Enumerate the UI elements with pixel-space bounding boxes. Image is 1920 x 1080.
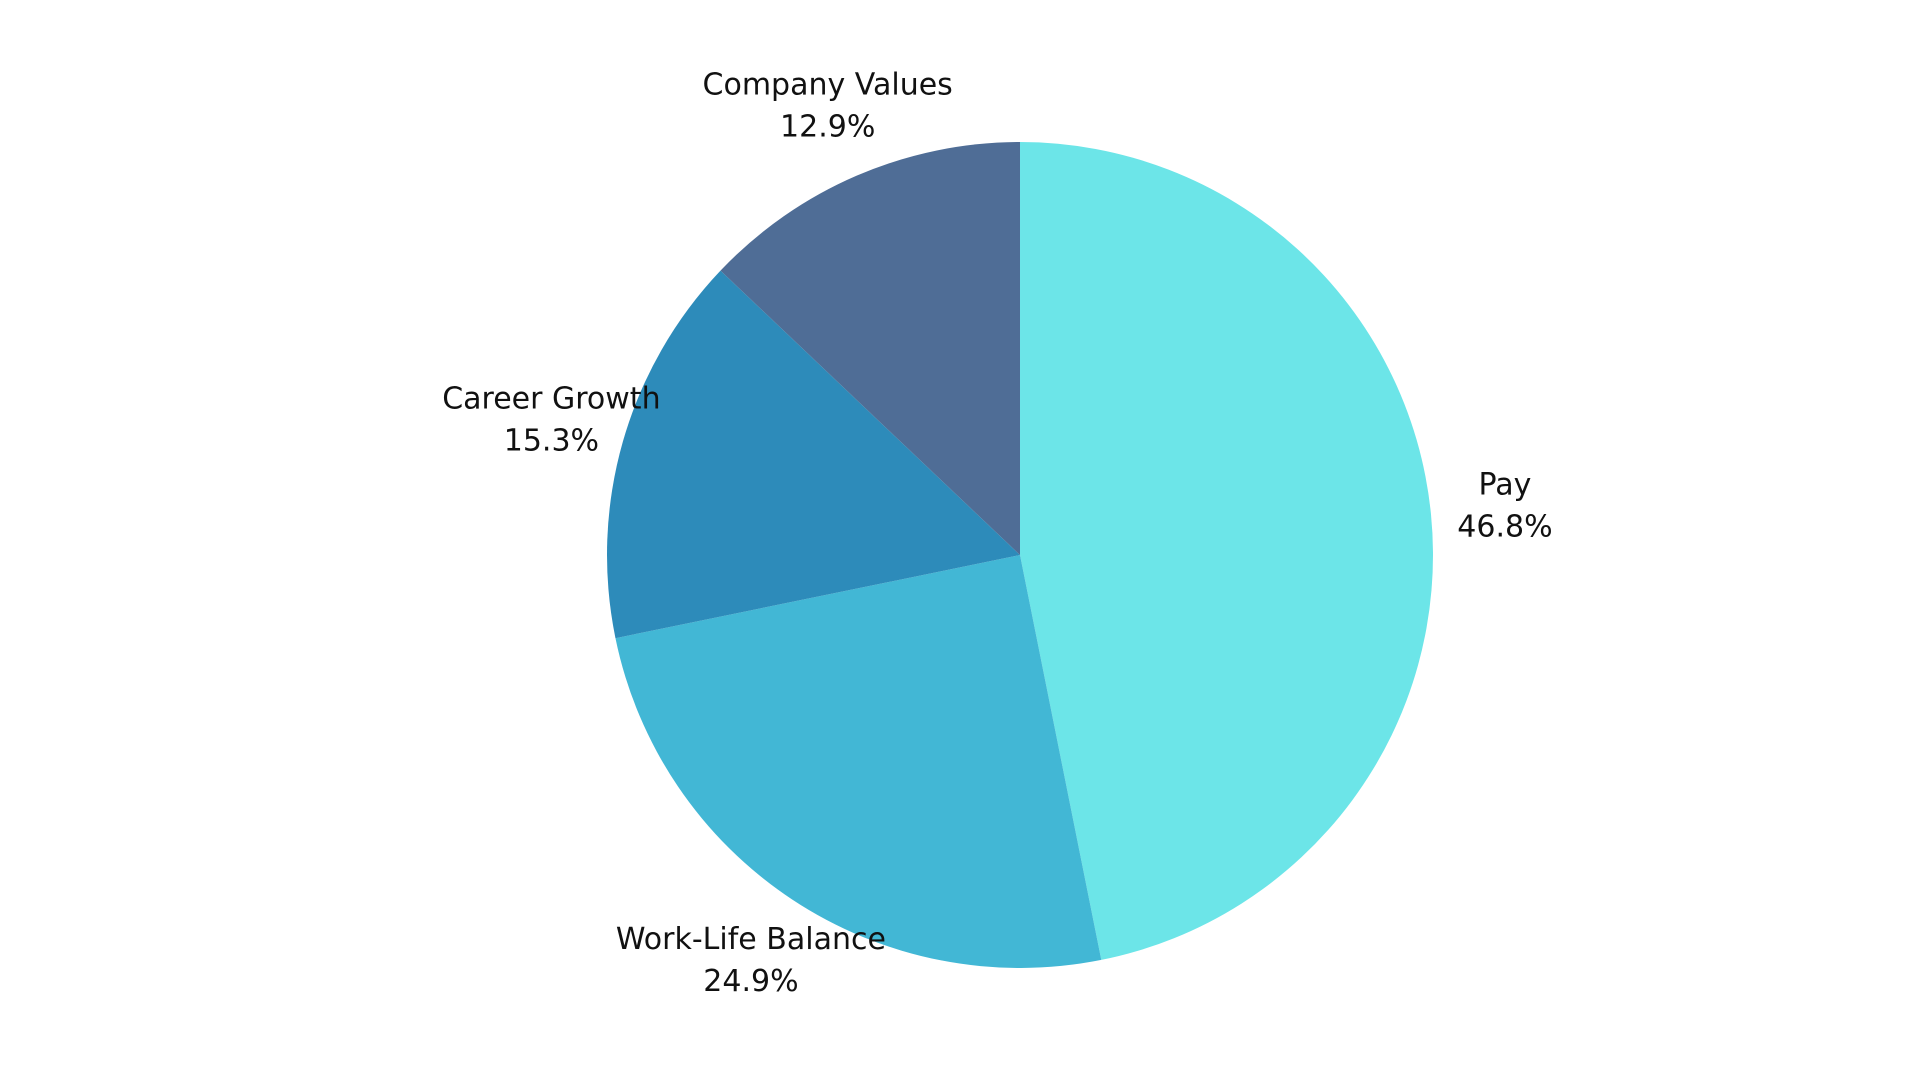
pie-slice (607, 270, 1020, 639)
slice-value-label: 24.9% (703, 964, 798, 999)
pie-slice (615, 555, 1102, 969)
slice-label: Career Growth (442, 382, 660, 417)
slice-label: Company Values (703, 68, 953, 103)
slice-value-label: 12.9% (780, 110, 875, 145)
slice-label: Work-Life Balance (616, 922, 886, 957)
pie-slice (1020, 142, 1433, 960)
slice-label: Pay (1479, 467, 1532, 502)
slice-value-label: 15.3% (504, 424, 599, 459)
slice-value-label: 46.8% (1457, 509, 1552, 544)
pie-slice (720, 142, 1020, 555)
